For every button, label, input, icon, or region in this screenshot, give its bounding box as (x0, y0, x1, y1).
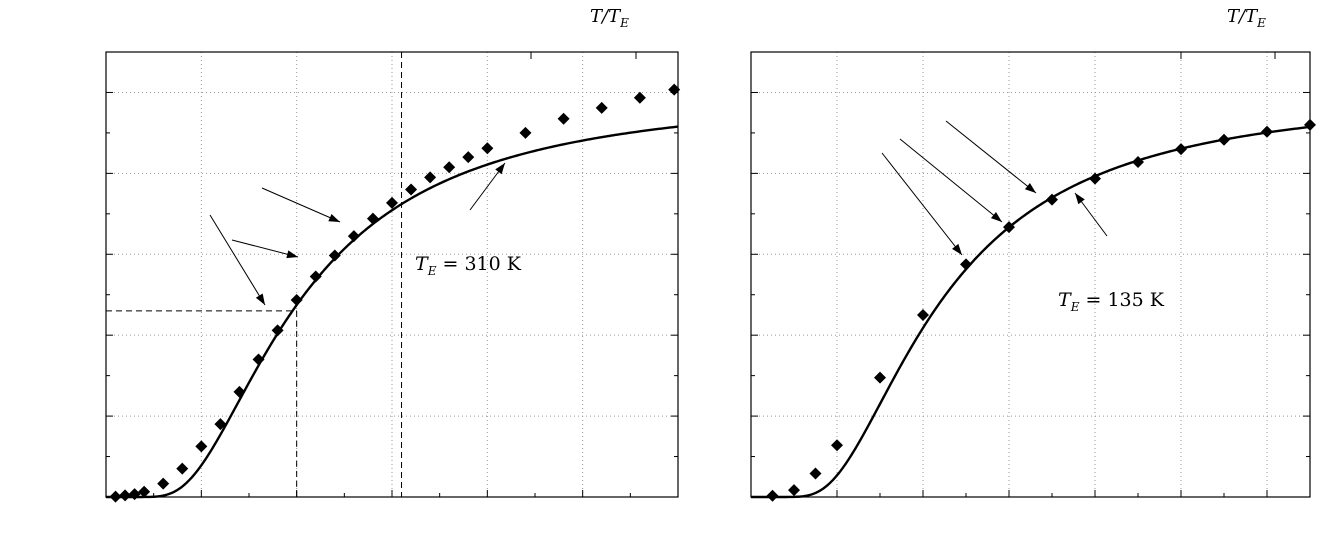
top-axis-label-subscript: E (1256, 16, 1266, 30)
te-value: = 310 K (436, 253, 521, 275)
data-point (1132, 156, 1144, 169)
data-point (1304, 118, 1316, 131)
data-point (1218, 133, 1230, 146)
top-axis-label: T/TE (1227, 6, 1266, 30)
data-point (386, 196, 398, 209)
te-symbol: T (415, 253, 429, 275)
einstein-te-annotation: TE = 135 K (1058, 289, 1165, 314)
annotation-arrow-head (1024, 183, 1036, 193)
einstein-te-annotation: TE = 310 K (415, 253, 522, 278)
data-point (917, 308, 929, 321)
annotation-arrow-shaft (945, 120, 1037, 194)
data-point (290, 293, 303, 306)
data-point (271, 324, 284, 337)
plot-frame (105, 51, 679, 498)
data-point (233, 385, 246, 398)
data-point (766, 489, 779, 502)
top-axis-label-subscript: E (619, 16, 629, 30)
data-point (557, 112, 570, 125)
data-point (347, 230, 360, 243)
data-point (157, 477, 170, 490)
data-point (874, 371, 886, 384)
data-point (519, 126, 532, 139)
data-point (138, 485, 151, 498)
annotation-arrow-shaft (881, 152, 963, 256)
annotation-arrow-head (328, 213, 340, 222)
data-point (366, 212, 379, 225)
data-point (405, 183, 418, 196)
data-point (1089, 172, 1101, 185)
data-point (195, 440, 208, 453)
te-subscript: E (427, 264, 437, 278)
top-axis-label-main: T/T (1227, 6, 1259, 27)
te-subscript: E (1070, 300, 1080, 314)
data-point (128, 488, 141, 501)
annotation-arrow-head (286, 250, 298, 259)
annotation-arrow-shaft (899, 138, 1003, 223)
annotation-arrow-shaft (231, 239, 299, 258)
einstein-curve (106, 125, 679, 499)
annotation-arrow-shaft (209, 214, 266, 306)
data-point (443, 161, 456, 174)
data-point (633, 91, 646, 104)
data-point (788, 484, 800, 497)
data-point (1046, 193, 1058, 206)
data-point (831, 439, 843, 452)
data-point (960, 258, 972, 271)
annotation-arrow-head (495, 163, 505, 175)
plot-frame (750, 51, 1311, 498)
data-point (1261, 125, 1273, 138)
annotation-arrow-shaft (261, 187, 341, 223)
einstein-curve (751, 125, 1311, 499)
te-value: = 135 K (1079, 289, 1164, 311)
top-axis-label: T/TE (590, 6, 629, 30)
data-point (668, 83, 681, 96)
data-point (462, 151, 475, 164)
top-axis-label-main: T/T (590, 6, 622, 27)
data-point (214, 418, 227, 431)
data-point (1175, 143, 1187, 156)
annotation-arrow-head (255, 293, 265, 305)
data-point (119, 489, 132, 502)
annotation-arrow-head (990, 211, 1002, 222)
data-point (309, 270, 322, 283)
annotation-arrow-head (1075, 193, 1085, 205)
data-point (424, 171, 437, 184)
data-point (1003, 221, 1015, 234)
data-point (328, 249, 341, 262)
data-point (252, 353, 265, 366)
annotation-arrow-head (952, 243, 962, 255)
data-point (176, 462, 189, 475)
te-symbol: T (1058, 289, 1072, 311)
data-point (109, 490, 122, 503)
data-point (809, 467, 822, 480)
data-point (595, 101, 608, 114)
data-point (481, 142, 494, 155)
